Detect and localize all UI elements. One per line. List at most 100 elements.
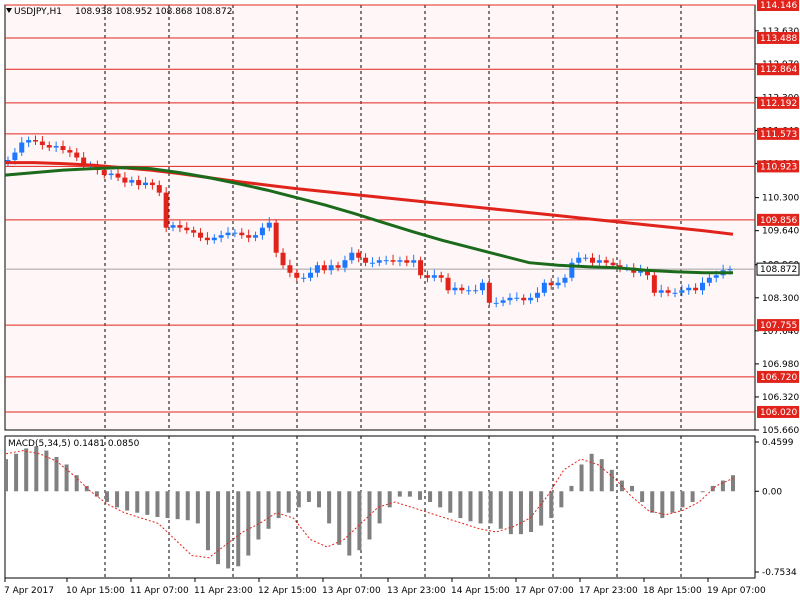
candle-body[interactable] <box>253 235 259 238</box>
candle-body[interactable] <box>706 277 712 283</box>
candle-body[interactable] <box>445 277 451 291</box>
candle-body[interactable] <box>259 227 265 236</box>
candle-body[interactable] <box>431 275 437 278</box>
candle-body[interactable] <box>699 282 705 291</box>
candle-body[interactable] <box>589 257 595 263</box>
candle-body[interactable] <box>479 282 485 291</box>
candle-body[interactable] <box>562 277 568 283</box>
candle-body[interactable] <box>342 260 348 268</box>
candle-body[interactable] <box>46 145 52 148</box>
candle-body[interactable] <box>665 290 671 293</box>
candle-body[interactable] <box>686 287 692 291</box>
candle-body[interactable] <box>651 275 657 293</box>
candle-body[interactable] <box>101 170 107 176</box>
candle-body[interactable] <box>287 265 293 273</box>
candle-body[interactable] <box>610 262 616 266</box>
macd-panel[interactable]: 0.4599 0.00 -0.7534 MACD(5,34,5) 0.1481 0.0… <box>4 435 797 579</box>
candle-body[interactable] <box>466 290 472 292</box>
candle-body[interactable] <box>679 290 685 293</box>
candle-body[interactable] <box>33 140 39 142</box>
candle-body[interactable] <box>418 260 424 276</box>
candle-body[interactable] <box>225 232 231 236</box>
candle-body[interactable] <box>390 260 396 262</box>
candle-body[interactable] <box>246 235 252 238</box>
candle-body[interactable] <box>514 297 520 299</box>
candle-body[interactable] <box>438 275 444 278</box>
candle-body[interactable] <box>335 265 341 268</box>
candle-body[interactable] <box>617 265 623 268</box>
candle-body[interactable] <box>39 141 45 146</box>
candle-body[interactable] <box>12 152 18 161</box>
candle-body[interactable] <box>541 282 547 293</box>
candle-body[interactable] <box>19 142 25 153</box>
candle-body[interactable] <box>363 257 369 263</box>
candle-body[interactable] <box>129 180 135 183</box>
candle-body[interactable] <box>26 140 32 143</box>
candle-body[interactable] <box>294 272 300 278</box>
candle-body[interactable] <box>67 150 73 153</box>
candle-body[interactable] <box>424 275 430 278</box>
candle-body[interactable] <box>713 275 719 278</box>
candle-body[interactable] <box>459 287 465 291</box>
candle-body[interactable] <box>280 252 286 266</box>
candle-body[interactable] <box>198 232 204 238</box>
candle-body[interactable] <box>321 265 327 271</box>
candle-body[interactable] <box>369 262 375 264</box>
candle-body[interactable] <box>638 270 644 273</box>
candle-body[interactable] <box>115 173 121 178</box>
candle-body[interactable] <box>727 269 733 271</box>
dropdown-triangle-icon[interactable] <box>6 8 12 13</box>
price-panel[interactable]: 113.630112.970112.300111.640110.980110.3… <box>4 0 800 436</box>
candle-body[interactable] <box>108 173 114 176</box>
candle-body[interactable] <box>376 260 382 263</box>
candle-body[interactable] <box>521 297 527 301</box>
candle-body[interactable] <box>397 260 403 262</box>
candle-body[interactable] <box>486 282 492 303</box>
candle-body[interactable] <box>596 260 602 263</box>
candle-body[interactable] <box>184 227 190 231</box>
candle-body[interactable] <box>170 225 176 228</box>
candle-body[interactable] <box>53 146 59 148</box>
candle-body[interactable] <box>500 300 506 303</box>
candle-body[interactable] <box>273 222 279 253</box>
candle-body[interactable] <box>177 225 183 228</box>
candle-body[interactable] <box>122 177 128 183</box>
candle-body[interactable] <box>583 257 589 259</box>
candle-body[interactable] <box>576 257 582 263</box>
candle-body[interactable] <box>149 182 155 186</box>
candle-body[interactable] <box>644 270 650 276</box>
candle-body[interactable] <box>266 222 272 228</box>
candle-body[interactable] <box>143 182 149 186</box>
candle-body[interactable] <box>356 252 362 258</box>
candle-body[interactable] <box>328 265 334 271</box>
candle-body[interactable] <box>204 237 210 241</box>
candle-body[interactable] <box>569 262 575 278</box>
candle-body[interactable] <box>308 272 314 278</box>
candle-body[interactable] <box>672 292 678 294</box>
candle-body[interactable] <box>156 185 162 193</box>
candle-body[interactable] <box>349 252 355 261</box>
candle-body[interactable] <box>74 152 80 158</box>
candle-body[interactable] <box>548 282 554 286</box>
candle-body[interactable] <box>218 235 224 238</box>
candle-body[interactable] <box>232 232 238 234</box>
candle-body[interactable] <box>301 277 307 279</box>
candle-body[interactable] <box>60 146 66 151</box>
candle-body[interactable] <box>528 297 534 301</box>
candle-body[interactable] <box>693 287 699 291</box>
candle-body[interactable] <box>239 232 245 236</box>
candle-body[interactable] <box>493 302 499 304</box>
candle-body[interactable] <box>411 260 417 263</box>
candle-body[interactable] <box>191 230 197 233</box>
candle-body[interactable] <box>507 297 513 301</box>
candle-body[interactable] <box>136 180 142 186</box>
candle-body[interactable] <box>534 292 540 298</box>
candle-body[interactable] <box>404 260 410 263</box>
candle-body[interactable] <box>163 192 169 228</box>
candle-body[interactable] <box>81 157 87 166</box>
candle-body[interactable] <box>473 290 479 292</box>
candle-body[interactable] <box>603 260 609 263</box>
candle-body[interactable] <box>452 287 458 291</box>
candle-body[interactable] <box>211 237 217 241</box>
